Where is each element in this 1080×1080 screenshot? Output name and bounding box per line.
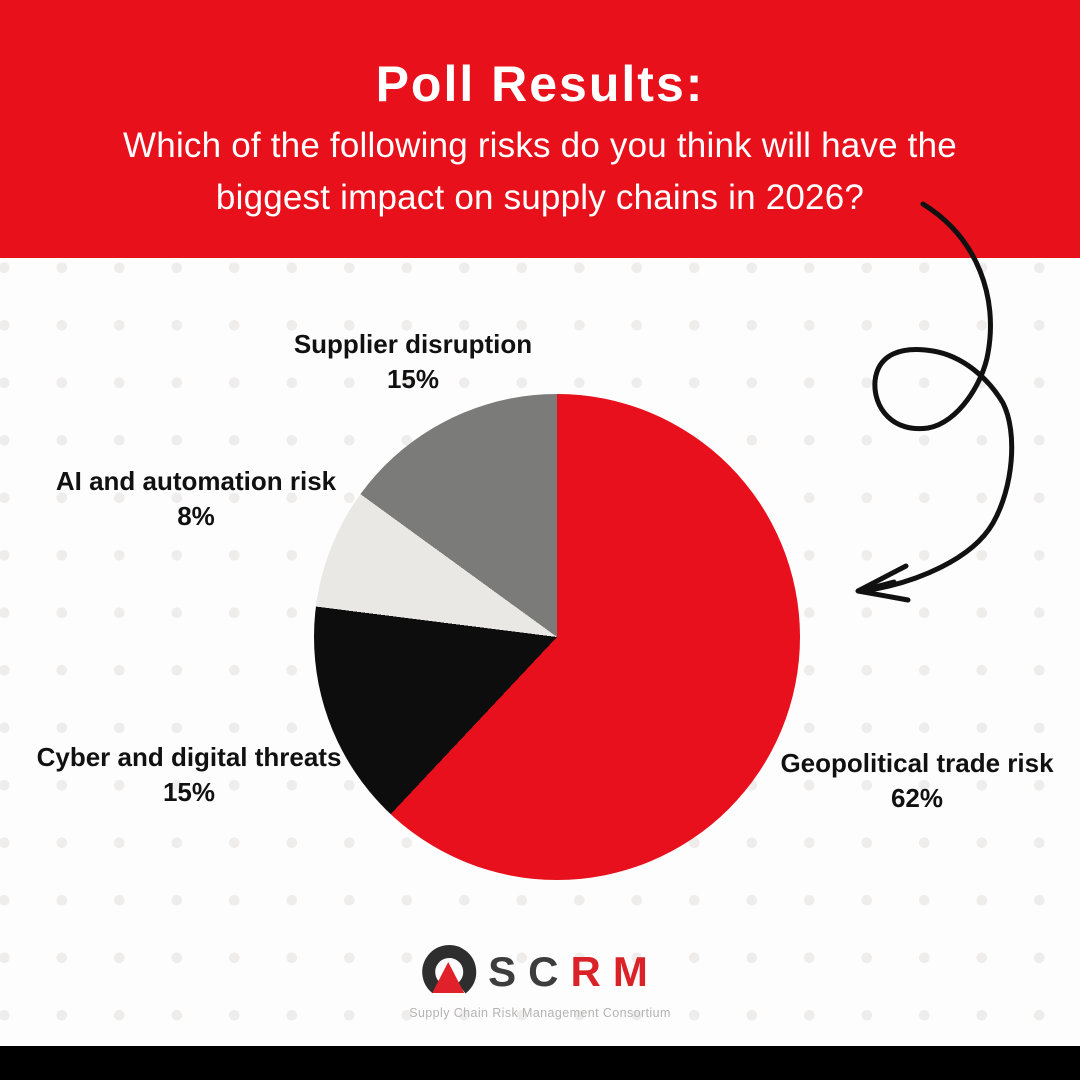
logo-text-rm: RM [570,948,660,995]
poll-question-line2: biggest impact on supply chains in 2026? [215,178,865,217]
pie-label-text: Supplier disruption [293,329,533,359]
poll-question-line1: Which of the following risks do you thin… [123,126,957,165]
footer-bar [0,1046,1080,1080]
header-banner: Poll Results: Which of the following ris… [0,0,1080,258]
pie-label-text: Cyber and digital threats [36,742,342,772]
pie-label-pct: 15% [386,364,440,394]
pie-label-text: Geopolitical trade risk [780,748,1054,778]
pie-label-cyber-digital-threats: Cyber and digital threats 15% [37,740,342,810]
pie-chart [314,394,800,880]
scrm-logo: SCRM Supply Chain Risk Management Consor… [409,942,671,1021]
pie-label-pct: 8% [177,501,215,531]
pie-label-pct: 62% [890,783,944,813]
logo-text-sc: SC [488,948,571,995]
logo-tagline: Supply Chain Risk Management Consortium [409,1006,671,1020]
pie-label-supplier-disruption: Supplier disruption 15% [294,327,532,397]
pie-label-ai-automation-risk: AI and automation risk 8% [56,464,336,534]
page-title: Poll Results: [375,56,705,112]
scrm-logo-row: SCRM [409,942,671,1002]
scrm-logo-mark-icon [422,945,477,999]
logo-triangle [432,962,465,993]
curly-arrow-strokes [855,201,1015,603]
curly-arrow-icon [855,201,1015,603]
pie-label-geopolitical-trade-risk: Geopolitical trade risk 62% [780,746,1053,816]
pie-label-text: AI and automation risk [55,466,337,496]
poll-question: Which of the following risks do you thin… [0,120,1080,224]
pie-label-pct: 15% [162,777,216,807]
scrm-logo-word: SCRM [488,951,660,993]
